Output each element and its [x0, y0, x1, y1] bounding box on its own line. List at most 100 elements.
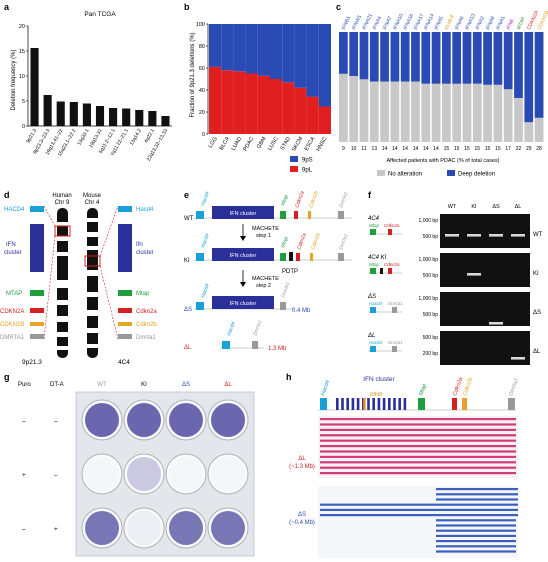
e-row-ki: KI Hacd4 IFN cluster Mtap Cdkn2a Cdkn2b …: [184, 232, 352, 275]
human-cdkn2a-label: CDKN2A: [0, 309, 24, 315]
a-bar-5: [95, 106, 105, 126]
h-mtap-block: [418, 398, 425, 410]
mouse-mtap-block: [118, 290, 132, 296]
mouse-dmrta1-label: Dmrta1: [136, 335, 156, 341]
h-ifn-gene-7: [372, 398, 375, 410]
a-bar-2: [56, 101, 65, 126]
c-bar-deep-13: [472, 32, 482, 84]
h-ds-read-1: [436, 493, 518, 496]
h-ds-read-3: [320, 503, 518, 506]
mouse-hacd4-block: [118, 206, 132, 212]
f-schem-hacd4-label-2: Hacd4: [369, 301, 383, 306]
f-ladder-lo-0: 500 bp: [423, 234, 439, 240]
human-mtap-block: [30, 290, 44, 296]
a-bar-10: [161, 116, 170, 126]
h-dmrta1-block: [508, 398, 515, 410]
f-schem-cdkn2a-0: [388, 229, 392, 235]
f-schem-mtap-label-0: Mtap: [369, 223, 380, 228]
panel-label-g: g: [4, 372, 10, 382]
svg-text:ΔS: ΔS: [184, 307, 192, 313]
c-bar-noalt-17: [514, 98, 523, 142]
c-bar-noalt-18: [524, 122, 534, 142]
f-schem-mtap-label-1: Mtap: [369, 262, 380, 267]
g-well-stain-2-1: [127, 511, 161, 545]
f-gel-3: [440, 331, 530, 365]
b-bar-9ps-2: [233, 24, 246, 72]
f-lane-ds: ΔS: [492, 204, 500, 210]
f-side-label-0: WT: [533, 232, 543, 238]
c-bar-noalt-1: [349, 76, 359, 142]
panel-label-d: d: [4, 190, 10, 200]
a-bar-8: [135, 110, 144, 126]
h-klhl9-block: [363, 398, 366, 410]
b-bar-9ps-1: [221, 24, 234, 71]
a-xtick-label-9: 4q22.1: [143, 128, 156, 144]
c-bar-deep-1: [349, 32, 359, 76]
svg-text:IFN cluster: IFN cluster: [230, 253, 257, 259]
f-band-2-0: [489, 322, 503, 325]
h-ifn-gene-3: [351, 398, 355, 410]
b-xtick-label-3: PDAC: [243, 136, 256, 152]
panel-c-chart: Affected patients with PDAC (% of total …: [339, 9, 548, 178]
b-bar-9ps-7: [294, 24, 307, 88]
c-bar-deep-8: [421, 32, 431, 84]
f-schem-dmrta1-3: [392, 346, 397, 352]
panel-a-chart: Pan TCGA Deletion frequency (%) 0 5 10 15 20…: [11, 11, 172, 162]
e-row-ds: ΔS Hacd4 IFN cluster Dmrta1 0.4 Mb: [184, 281, 311, 314]
f-schem-hacd4-label-3: Hacd4: [369, 340, 383, 345]
f-band-0-2: [489, 234, 503, 237]
c-gene-label-17: MTAP: [516, 15, 527, 30]
b-legend-label-0: 9pS: [302, 158, 313, 164]
f-schem-dmrta1-2: [392, 307, 397, 313]
panel-label-h: h: [286, 372, 292, 382]
f-side-label-2: ΔS: [533, 310, 541, 316]
f-ladder-lo-3: 200 bp: [423, 351, 439, 357]
c-bar-deep-16: [503, 32, 513, 90]
h-ifn-gene-2: [346, 398, 349, 410]
mouse-chromosome: [84, 208, 101, 358]
h-ds-read-2: [436, 498, 518, 501]
g-well-stain-0-1: [127, 403, 161, 437]
panel-b-chart: Fraction of 9p21.3 deletions (%) 0 20 40 60…: [190, 22, 331, 174]
c-pct-label-0: 9: [342, 146, 345, 152]
e-size-s: 0.4 Mb: [292, 308, 311, 314]
f-band-0-0: [445, 234, 459, 237]
panel-h-tracks: IFN cluster ΔL (~1.3 Mb) ΔS (~0.4 Mb) Ha…: [289, 376, 520, 558]
human-cdkn2a-block: [30, 308, 44, 313]
b-xtick-label-1: BLCA: [219, 136, 232, 152]
g-puro-0: –: [22, 418, 26, 425]
f-lane-dl: ΔL: [515, 204, 522, 210]
h-del-l-2: (~1.3 Mb): [289, 464, 315, 470]
b-ytick-label-1: 20: [199, 110, 205, 116]
c-bar-noalt-6: [400, 81, 410, 142]
b-bar-9ps-4: [257, 24, 270, 76]
f-schem-hacd4-2: [370, 307, 376, 313]
h-del-s-2: (~0.4 Mb): [289, 520, 315, 526]
f-ladder-hi-2: 1,000 bp: [419, 296, 439, 302]
g-well-stain-2-3: [211, 511, 245, 545]
c-gene-label-4: IFNA7: [382, 15, 394, 31]
b-ytick-label-0: 0: [202, 132, 205, 138]
c-gene-label-15: IFNA1: [495, 15, 507, 31]
f-schem-mtap-1: [370, 268, 376, 274]
h-ds-read-4: [320, 508, 518, 511]
b-ytick-label-4: 80: [199, 44, 205, 50]
h-del-s-1: ΔS: [298, 512, 306, 518]
mouse-cdkn2a-label: Cdkn2a: [136, 309, 157, 315]
b-bar-9pl-9: [318, 106, 331, 134]
g-hdr-ds: ΔS: [182, 382, 190, 388]
f-band-3-0: [511, 357, 525, 360]
b-legend-swatch-0: [290, 156, 298, 162]
svg-text:Hacd4: Hacd4: [200, 233, 211, 249]
c-pct-label-8: 14: [423, 146, 429, 152]
c-bar-deep-0: [339, 32, 348, 74]
c-bar-deep-19: [534, 32, 544, 118]
b-xtick-label-4: GBM: [256, 136, 268, 150]
mouse-chr-title-1: Mouse: [83, 193, 102, 199]
h-ifn-gene-4: [356, 398, 360, 410]
svg-text:IFN cluster: IFN cluster: [230, 301, 257, 307]
h-ifn-gene-0: [336, 398, 339, 410]
f-ladder-lo-1: 500 bp: [423, 273, 439, 279]
e-step2-l2: step 2: [256, 283, 271, 289]
svg-text:Dmrta1: Dmrta1: [338, 233, 349, 251]
